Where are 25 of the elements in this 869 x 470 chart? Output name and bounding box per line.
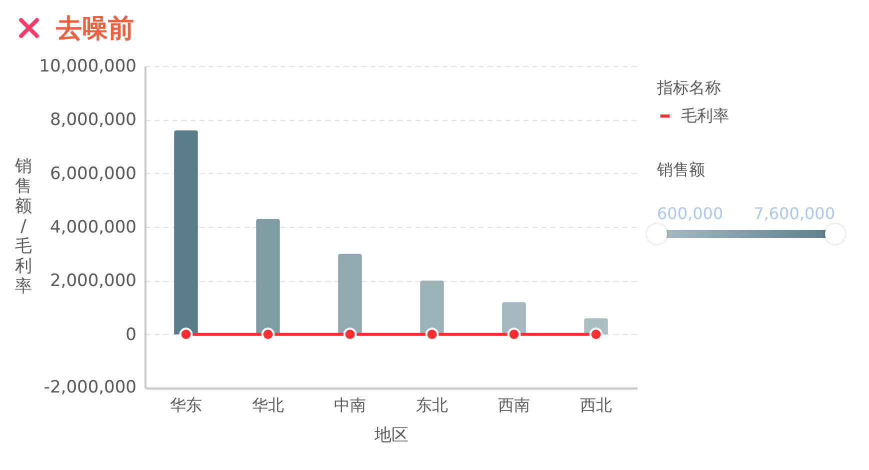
bar [256,218,280,334]
x-axis-title: 地区 [374,426,408,446]
x-tick-label: 华东 [170,396,202,414]
y-tick-label: 8,000,000 [50,110,136,130]
color-bar-title: 销售额 [656,160,705,179]
x-tick-label: 华北 [252,396,284,414]
y-tick-label: -2,000,000 [44,378,136,398]
legend-title: 指标名称 [656,78,721,97]
bar [174,130,198,334]
chart-title: 去噪前 [56,12,134,46]
bar [338,254,362,334]
bar [420,280,444,334]
y-tick-label: 2,000,000 [50,271,136,292]
y-tick-label: 4,000,000 [50,218,136,238]
y-axis-title: 销售额/毛利率 [14,156,32,296]
x-tick-label: 东北 [416,396,448,414]
x-tick-label: 西南 [498,396,530,414]
y-tick-label: 6,000,000 [50,164,136,184]
x-tick-label: 中南 [334,396,366,414]
y-tick-label: 0 [126,324,136,345]
color-bar-label: 600,000 [657,204,724,223]
x-tick-label: 西北 [580,396,612,414]
legend-label: 毛利率 [681,106,729,125]
color-bar-label: 7,600,000 [754,204,835,223]
y-tick-label: 10,000,000 [39,56,136,76]
